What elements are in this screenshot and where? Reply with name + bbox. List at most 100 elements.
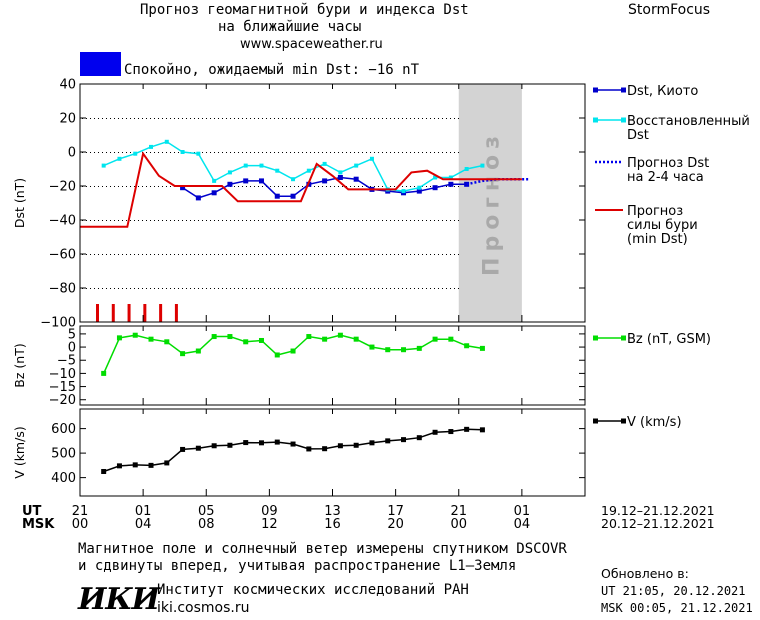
dst-grid-dot <box>162 152 163 153</box>
dst-grid-dot <box>394 118 395 119</box>
dst-grid-dot <box>298 288 299 289</box>
dst-grid-dot <box>414 186 415 187</box>
dst-grid-dot <box>198 288 199 289</box>
dst-grid-dot <box>214 118 215 119</box>
dst-grid-dot <box>438 254 439 255</box>
dst-grid-dot <box>250 254 251 255</box>
dst-series-point <box>433 175 438 180</box>
dst-grid-dot <box>378 152 379 153</box>
dst-grid-dot <box>402 186 403 187</box>
site-url[interactable]: www.spaceweather.ru <box>240 37 383 52</box>
dst-grid-dot <box>166 186 167 187</box>
dst-grid-dot <box>442 118 443 119</box>
dst-grid-dot <box>130 118 131 119</box>
dst-grid-dot <box>410 254 411 255</box>
dst-grid-dot <box>166 220 167 221</box>
ut-tick-label: 01 <box>135 504 152 519</box>
legend-storm-forecast-label: Прогноз <box>627 204 683 219</box>
dst-grid-dot <box>210 152 211 153</box>
dst-grid-dot <box>346 118 347 119</box>
dst-grid-dot <box>106 118 107 119</box>
bz-series-point <box>195 348 201 354</box>
dst-grid-dot <box>214 152 215 153</box>
dst-grid-dot <box>122 152 123 153</box>
dst-grid-dot <box>274 152 275 153</box>
dst-grid-dot <box>178 152 179 153</box>
dst-grid-dot <box>326 288 327 289</box>
dst-grid-dot <box>330 254 331 255</box>
legend-bz-marker <box>593 335 598 341</box>
dst-grid-dot <box>386 288 387 289</box>
dst-grid-dot <box>162 118 163 119</box>
legend-bz-label: Bz (nT, GSM) <box>627 332 711 347</box>
dst-grid-dot <box>330 288 331 289</box>
dst-grid-dot <box>278 254 279 255</box>
dst-grid-dot <box>390 118 391 119</box>
dst-grid-dot <box>262 288 263 289</box>
institute-site[interactable]: iki.cosmos.ru <box>157 600 250 616</box>
dst-grid-dot <box>90 288 91 289</box>
dst-grid-dot <box>170 288 171 289</box>
dst-grid-dot <box>354 186 355 187</box>
dst-grid-dot <box>378 118 379 119</box>
dst-grid-dot <box>222 288 223 289</box>
dst-ytick-label: 0 <box>68 146 76 161</box>
v-series-point <box>448 429 454 435</box>
dst-grid-dot <box>106 186 107 187</box>
dst-series-point <box>369 156 374 161</box>
dst-grid-dot <box>458 186 459 187</box>
dst-grid-dot <box>238 220 239 221</box>
dst-grid-dot <box>414 118 415 119</box>
dst-grid-dot <box>246 118 247 119</box>
dst-grid-dot <box>270 254 271 255</box>
ut-tick-label: 21 <box>72 504 89 519</box>
dst-series-point <box>227 181 233 187</box>
dst-grid-dot <box>94 152 95 153</box>
dst-grid-dot <box>370 288 371 289</box>
dst-grid-dot <box>230 288 231 289</box>
dst-grid-dot <box>122 118 123 119</box>
legend-restored-dst-marker <box>621 117 626 123</box>
dst-grid-dot <box>410 288 411 289</box>
dst-grid-dot <box>310 118 311 119</box>
bz-ytick-label: −10 <box>49 367 76 382</box>
dst-grid-dot <box>90 152 91 153</box>
dst-grid-dot <box>290 118 291 119</box>
dst-grid-dot <box>150 288 151 289</box>
dst-grid-dot <box>290 152 291 153</box>
legend-restored-dst-label: Dst <box>627 128 649 143</box>
dst-series-point <box>149 144 154 149</box>
dst-grid-dot <box>166 152 167 153</box>
dst-series-point <box>432 185 438 191</box>
dst-grid-dot <box>458 152 459 153</box>
dst-grid-dot <box>190 118 191 119</box>
dst-grid-dot <box>170 152 171 153</box>
dst-grid-dot <box>314 186 315 187</box>
dst-series-point <box>133 151 138 156</box>
dst-grid-dot <box>158 186 159 187</box>
dst-ytick-label: −60 <box>49 248 76 263</box>
dst-grid-dot <box>98 118 99 119</box>
dst-grid-dot <box>138 186 139 187</box>
legend-forecast-dst-label: на 2-4 часа <box>627 170 704 185</box>
dst-grid-dot <box>310 288 311 289</box>
dst-series-point <box>416 188 422 194</box>
v-series-point <box>306 446 312 452</box>
dst-grid-dot <box>358 118 359 119</box>
dst-grid-dot <box>122 288 123 289</box>
dst-series-point <box>322 178 328 184</box>
dst-ytick-label: −40 <box>49 214 76 229</box>
bz-series-point <box>337 332 343 338</box>
dst-grid-dot <box>250 186 251 187</box>
dst-grid-dot <box>98 220 99 221</box>
dst-series-point <box>290 193 296 199</box>
bz-series-point <box>132 332 138 338</box>
dst-grid-dot <box>146 220 147 221</box>
v-frame <box>79 408 586 497</box>
dst-series-point <box>243 178 249 184</box>
dst-series-point <box>180 150 185 154</box>
dst-grid-dot <box>330 220 331 221</box>
dst-grid-dot <box>86 288 87 289</box>
dst-grid-dot <box>394 220 395 221</box>
legend-v-marker <box>593 418 598 424</box>
